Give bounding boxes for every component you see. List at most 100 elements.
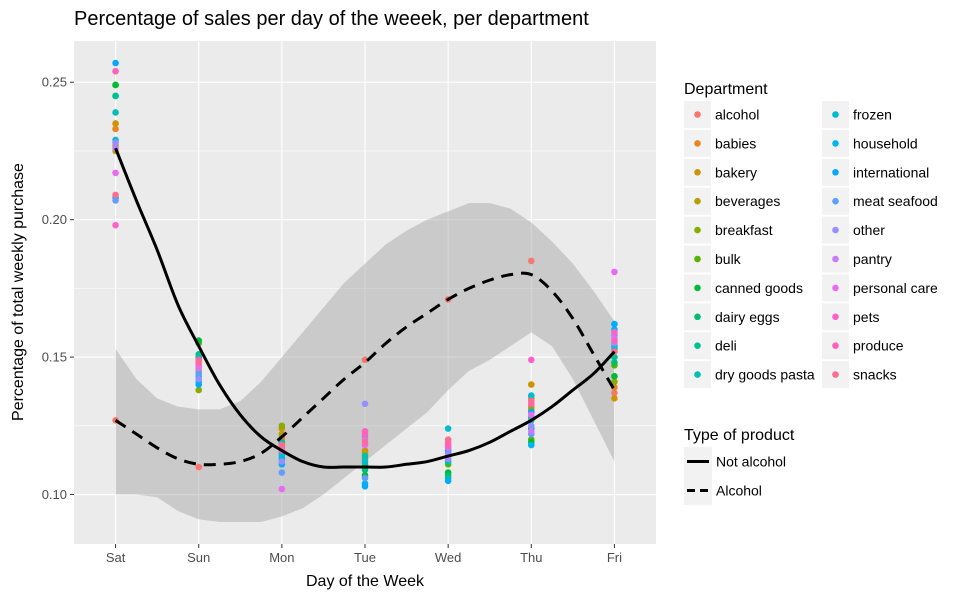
department-legend-label: pets: [853, 309, 879, 325]
department-legend-swatch: [694, 313, 701, 321]
line-not-alcohol: [114, 147, 616, 469]
point-international: [444, 477, 452, 485]
x-tick-label: Fri: [607, 550, 622, 565]
point-alcohol: [361, 356, 369, 364]
chart-title: Percentage of sales per day of the weeek…: [74, 8, 589, 30]
point-alcohol: [527, 257, 535, 265]
department-legend-label: household: [853, 135, 918, 151]
point-meat-seafood: [361, 474, 369, 482]
point-snacks: [278, 441, 286, 449]
department-legend-swatch: [832, 140, 839, 147]
point-frozen: [444, 425, 452, 432]
department-legend-label: alcohol: [715, 107, 759, 123]
smooth-lines: [114, 147, 616, 469]
department-legend-label: pantry: [853, 251, 892, 267]
point-breakfast: [278, 422, 286, 430]
point-international: [112, 59, 119, 67]
point-snacks: [527, 397, 535, 405]
point-canned-goods: [112, 81, 119, 89]
department-legend-swatch: [694, 342, 701, 350]
department-legend-swatch: [832, 371, 839, 378]
department-legend-label: personal care: [853, 280, 938, 296]
department-legend-swatch: [832, 226, 839, 234]
department-legend-label: dairy eggs: [715, 309, 780, 325]
point-canned-goods: [611, 373, 618, 380]
department-legend-swatch: [832, 111, 839, 118]
point-personal-care: [112, 169, 119, 177]
y-tick-label: 0.25: [42, 75, 67, 90]
department-legend: Department alcohol babies bakery beverages b…: [684, 81, 938, 389]
department-legend-label: breakfast: [715, 222, 773, 238]
point-breakfast: [195, 386, 203, 394]
point-other: [195, 375, 203, 383]
department-legend-label: frozen: [853, 107, 892, 123]
point-meat-seafood: [195, 370, 203, 377]
point-babies: [112, 125, 119, 133]
department-legend-label: beverages: [715, 193, 780, 209]
department-legend-label: meat seafood: [853, 193, 938, 209]
department-legend-swatch: [694, 371, 701, 378]
department-legend-swatch: [694, 111, 701, 118]
department-legend-swatch: [694, 140, 701, 147]
department-legend-label: bulk: [715, 251, 742, 267]
point-pets: [112, 221, 119, 229]
point-alcohol: [611, 389, 618, 397]
point-pets: [611, 329, 618, 336]
point-pets: [527, 356, 535, 364]
department-legend-label: babies: [715, 135, 756, 151]
point-personal-care: [278, 485, 286, 493]
point-produce: [361, 428, 369, 435]
point-produce: [112, 67, 119, 75]
point-other: [361, 400, 369, 408]
point-other: [527, 422, 535, 430]
department-legend-label: international: [853, 164, 929, 180]
x-tick-label: Tue: [354, 550, 376, 565]
department-legend-swatch: [832, 197, 839, 205]
department-legend-swatch: [832, 284, 839, 292]
point-deli: [195, 351, 203, 358]
type-legend-title: Type of product: [684, 427, 795, 444]
department-legend-label: deli: [715, 338, 737, 354]
department-legend-swatch: [832, 169, 839, 176]
type-legend-label: Not alcohol: [716, 454, 786, 470]
point-produce: [444, 441, 452, 449]
x-axis-ticks: Sat Sun Mon Tue Wed Thu Fri: [106, 544, 622, 565]
point-snacks: [444, 436, 452, 443]
point-breakfast: [611, 378, 618, 386]
department-legend-swatch: [694, 169, 701, 176]
line-alcohol: [114, 271, 616, 467]
type-legend: Type of product Not alcohol Alcohol: [684, 427, 795, 505]
y-tick-label: 0.20: [42, 212, 67, 227]
x-tick-label: Thu: [520, 550, 542, 565]
point-bakery: [611, 395, 618, 402]
point-produce: [611, 337, 618, 344]
x-axis-title: Day of the Week: [306, 573, 425, 590]
department-legend-title: Department: [684, 81, 768, 98]
point-other: [278, 458, 286, 465]
point-frozen: [527, 392, 535, 399]
point-household: [527, 441, 535, 449]
type-legend-label: Alcohol: [716, 483, 762, 499]
point-international: [361, 482, 369, 490]
department-legend-swatch: [832, 313, 839, 321]
department-legend-label: other: [853, 222, 885, 238]
department-legend-label: canned goods: [715, 280, 803, 296]
point-alcohol: [195, 463, 203, 471]
department-legend-swatch: [694, 284, 701, 292]
x-tick-label: Sat: [106, 550, 126, 565]
x-tick-label: Sun: [187, 550, 210, 565]
point-meat-seafood: [278, 469, 286, 476]
point-bakery: [112, 120, 119, 127]
department-legend-label: produce: [853, 338, 904, 354]
point-snacks: [195, 359, 203, 366]
point-international: [611, 320, 618, 328]
y-axis-title: Percentage of total weekly purchase: [10, 163, 27, 421]
point-dry-goods-pasta: [361, 452, 369, 460]
point-pantry: [527, 428, 535, 435]
department-legend-swatch: [694, 226, 701, 234]
y-tick-label: 0.15: [42, 350, 67, 365]
point-personal-care: [611, 268, 618, 276]
point-frozen: [361, 458, 369, 465]
department-legend-swatch: [694, 255, 701, 263]
